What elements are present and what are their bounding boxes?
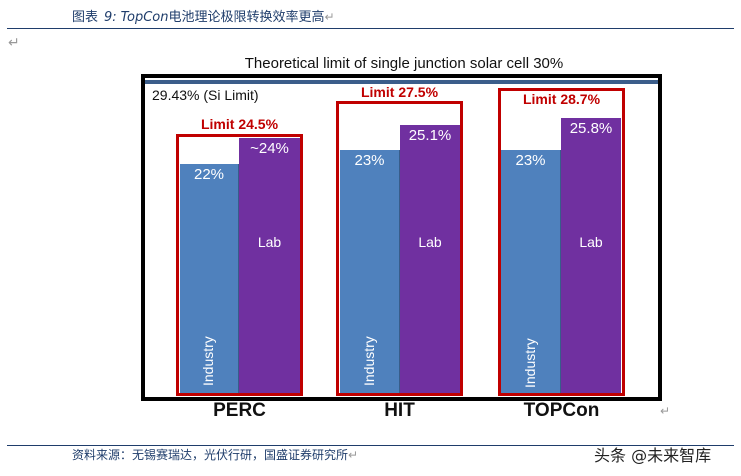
caption-text: 电池理论极限转换效率更高 — [168, 10, 325, 25]
topcon-limit-box — [498, 88, 625, 396]
return-mark-icon: ↵ — [348, 448, 359, 462]
perc-limit-label: Limit 24.5% — [200, 116, 279, 132]
source-note: 资料来源：无锡赛瑞达，光伏行研，国盛证券研究所↵ — [72, 446, 358, 463]
si-limit-annotation: 29.43% (Si Limit) — [152, 87, 259, 103]
hit-lab-label: Lab — [418, 234, 442, 250]
x-label-topcon: TOPCon — [523, 400, 600, 421]
caption-number: 9: — [104, 10, 117, 25]
perc-industry-value: 22% — [193, 166, 225, 183]
topcon-industry-label: Industry — [522, 338, 538, 388]
hit-industry-value: 23% — [354, 152, 385, 169]
chart-frame — [141, 74, 662, 401]
x-label-hit: HIT — [384, 400, 415, 421]
perc-lab-label: Lab — [257, 234, 282, 250]
topcon-lab-label: Lab — [579, 234, 603, 250]
topcon-industry-bar: 23% Industry — [501, 150, 561, 393]
x-label-perc: PERC — [213, 400, 266, 421]
caption-term: TopCon — [120, 10, 169, 25]
topcon-lab-bar: 25.8% Lab — [561, 118, 621, 393]
return-mark-icon: ↵ — [324, 10, 335, 24]
perc-industry-label: Industry — [200, 336, 216, 386]
topcon-limit-label: Limit 28.7% — [522, 91, 601, 107]
topcon-industry-value: 23% — [515, 152, 546, 169]
theoretical-limit-line — [145, 80, 658, 84]
hit-lab-bar: 25.1% Lab — [400, 125, 460, 393]
source-text: 资料来源：无锡赛瑞达，光伏行研，国盛证券研究所 — [72, 448, 349, 462]
chart-title: Theoretical limit of single junction sol… — [244, 55, 564, 72]
watermark: 头条 @未来智库 — [594, 446, 712, 465]
figure-caption: 图表 9: TopCon电池理论极限转换效率更高↵ — [72, 6, 335, 25]
perc-lab-value: ~24% — [250, 140, 289, 157]
hit-limit-box — [336, 101, 463, 396]
hit-lab-value: 25.1% — [408, 127, 452, 144]
perc-industry-bar: 22% Industry — [180, 164, 239, 393]
perc-lab-bar: ~24% Lab — [239, 138, 300, 393]
caption-prefix: 图表 — [72, 10, 99, 25]
paragraph-mark-icon: ↵ — [8, 35, 20, 51]
hit-industry-label: Industry — [361, 336, 377, 386]
caption-rule — [7, 28, 734, 29]
hit-industry-bar: 23% Industry — [340, 150, 400, 393]
source-rule — [7, 445, 734, 446]
topcon-lab-value: 25.8% — [569, 120, 613, 137]
hit-limit-label: Limit 27.5% — [360, 84, 439, 100]
return-mark-icon: ↵ — [660, 404, 671, 418]
perc-limit-box — [176, 134, 303, 396]
